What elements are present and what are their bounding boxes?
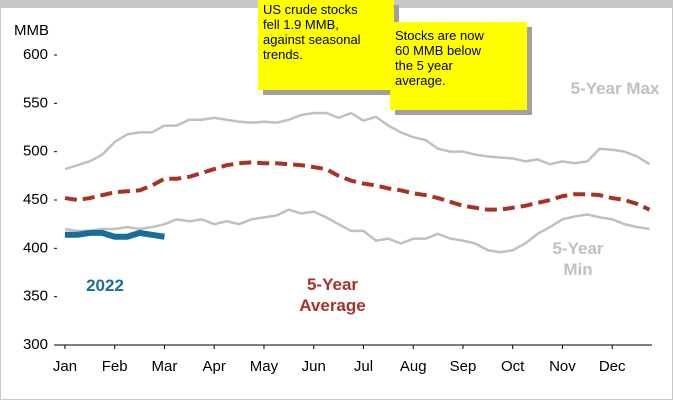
y-axis-label: MMB [14,22,49,39]
series-line [64,111,651,171]
y-tick-label: 300 [23,336,48,353]
series-line [64,160,651,212]
series-line [64,208,650,254]
x-tick-label: Jan [53,358,77,375]
x-tick-label: Nov [549,358,576,375]
series-label: 2022 [86,276,124,295]
x-tick-label: Jun [302,358,326,375]
x-tick-label: Oct [501,358,525,375]
y-tick-label: 500 [23,143,48,160]
x-tick-label: Mar [152,358,178,375]
y-tick-label: 450 [23,191,48,208]
y-tick-label: 350 [23,288,48,305]
series-label: 5-Year Min [552,239,604,279]
x-tick-label: Jul [354,358,373,375]
annotation: Stocks are now 60 MMB below the 5 year a… [390,22,527,110]
x-tick-label: Apr [203,358,226,375]
series-label: 5-Year Max [570,79,660,98]
x-tick-label: Aug [400,358,427,375]
y-tick-label: 550 [23,94,48,111]
y-tick-label: 400 [23,239,48,256]
series-line [64,229,165,240]
x-tick-label: Dec [599,358,626,375]
x-tick-label: Feb [102,358,128,375]
series-label: 5-Year Average [299,275,366,315]
annotation: US crude stocks fell 1.9 MMB, against se… [258,0,394,90]
x-tick-label: Sep [450,358,477,375]
y-tick-label: 600 [23,46,48,63]
x-tick-label: May [250,358,279,375]
